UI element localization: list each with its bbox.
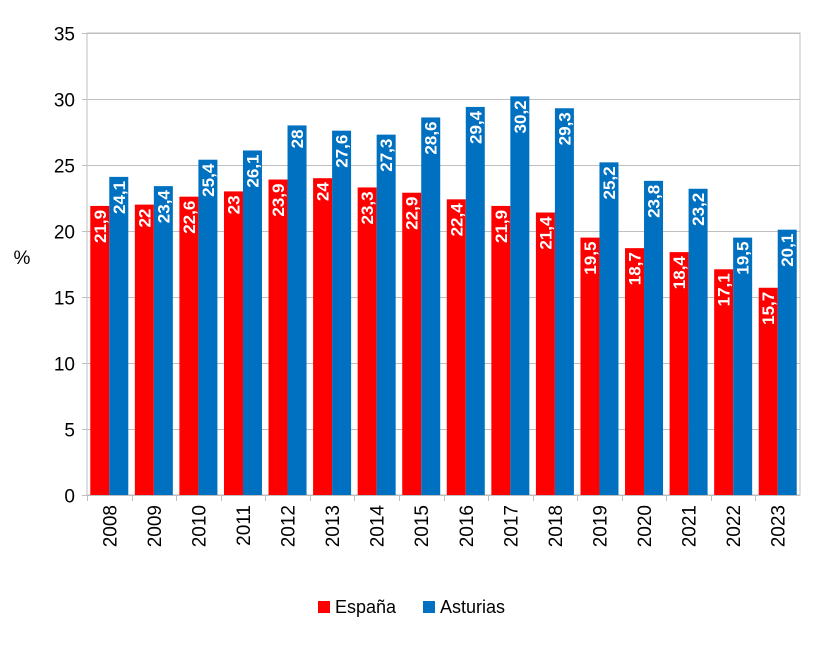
x-tick-label: 2016 — [457, 505, 478, 547]
y-tick-label: 25 — [54, 157, 75, 178]
x-tick-label: 2018 — [546, 505, 567, 547]
x-tick-label: 2020 — [635, 505, 656, 547]
legend-swatch-espana — [318, 601, 330, 613]
bar-espana — [535, 212, 555, 495]
legend-swatch-asturias — [423, 601, 435, 613]
y-tick-label: 20 — [54, 223, 75, 244]
y-tick-label: 35 — [54, 25, 75, 46]
bar-espana — [402, 192, 422, 495]
bar-asturias — [376, 134, 396, 495]
bar-asturias — [109, 176, 129, 495]
data-label: 29,4 — [466, 110, 485, 144]
bar-espana — [357, 187, 377, 495]
bar-espana — [90, 205, 110, 496]
y-tick-label: 30 — [54, 91, 75, 112]
bar-espana — [313, 178, 333, 495]
data-label: 21,4 — [536, 216, 555, 250]
x-tick-label: 2009 — [145, 505, 166, 547]
data-label: 23,4 — [154, 190, 173, 224]
bar-asturias — [688, 188, 708, 495]
x-tick-label: 2011 — [234, 505, 255, 546]
y-tick-label: 0 — [64, 487, 75, 508]
bar-asturias — [644, 180, 664, 495]
bar-asturias — [510, 96, 530, 496]
data-label: 28 — [288, 129, 307, 148]
data-label: 22,4 — [447, 203, 466, 237]
data-label: 25,4 — [199, 163, 218, 197]
data-label: 22 — [135, 209, 154, 228]
data-label: 24 — [314, 182, 333, 201]
data-label: 21,9 — [91, 210, 110, 243]
data-label: 19,5 — [734, 242, 753, 275]
y-tick-label: 5 — [64, 421, 75, 442]
data-label: 24,1 — [110, 181, 129, 214]
x-tick-label: 2022 — [724, 505, 745, 547]
bar-asturias — [599, 162, 619, 496]
bar-espana — [714, 269, 734, 495]
data-label: 22,6 — [180, 201, 199, 234]
bar-espana — [179, 196, 199, 495]
bar-asturias — [198, 159, 218, 495]
bar-espana — [669, 252, 689, 495]
data-label: 18,7 — [626, 252, 645, 285]
data-label: 23,2 — [689, 193, 708, 226]
data-label: 30,2 — [511, 100, 530, 133]
data-label: 23,8 — [645, 185, 664, 218]
bar-asturias — [287, 125, 307, 496]
bar-espana — [758, 287, 778, 495]
data-label: 23,9 — [269, 184, 288, 217]
bar-espana — [446, 199, 466, 495]
legend-label-asturias: Asturias — [440, 597, 505, 617]
bars: 21,924,122 23,4 22,625,42326,123,9282427,6… — [90, 96, 797, 496]
data-label: 19,5 — [581, 242, 600, 275]
x-tick-label: 2013 — [323, 505, 344, 547]
data-label: 15,7 — [759, 292, 778, 325]
data-label: 18,4 — [670, 256, 689, 290]
bar-asturias — [242, 150, 262, 496]
legend: España Asturias — [318, 597, 505, 617]
y-tick-label: 15 — [54, 289, 75, 310]
x-tick-label: 2023 — [769, 505, 790, 547]
bar-espana — [223, 191, 243, 495]
x-tick-label: 2010 — [189, 505, 210, 547]
bar-espana — [134, 204, 154, 495]
x-axis-ticks: 2008 2009 2010 2011 2012 2013 2014 2015 2016 2017… — [100, 505, 789, 548]
y-tick-label: 10 — [54, 355, 75, 376]
bar-espana — [625, 248, 645, 495]
x-tick-label: 2021 — [680, 505, 701, 547]
data-label: 28,6 — [422, 121, 441, 154]
data-label: 25,2 — [600, 166, 619, 199]
bar-espana — [491, 205, 511, 496]
x-tick-label: 2008 — [100, 505, 121, 547]
data-label: 23,3 — [358, 191, 377, 224]
data-label: 17,1 — [715, 273, 734, 306]
data-label: 29,3 — [555, 112, 574, 145]
bar-asturias — [153, 186, 173, 495]
data-label: 23 — [224, 195, 243, 214]
bar-asturias — [332, 130, 352, 495]
legend-label-espana: España — [335, 597, 397, 617]
bar-asturias — [465, 106, 485, 496]
x-tick-label: 2015 — [412, 505, 433, 547]
data-label: 26,1 — [243, 154, 262, 187]
bar-espana — [580, 237, 600, 495]
bar-espana — [268, 179, 288, 495]
y-axis-label: % — [14, 248, 31, 269]
x-tick-label: 2019 — [590, 505, 611, 547]
bar-asturias — [421, 117, 441, 495]
data-label: 21,9 — [492, 210, 511, 243]
data-label: 27,3 — [377, 139, 396, 172]
bar-asturias — [777, 229, 797, 495]
data-label: 22,9 — [403, 197, 422, 230]
x-tick-label: 2017 — [501, 505, 522, 547]
bar-asturias — [733, 237, 753, 495]
data-label: 27,6 — [333, 135, 352, 168]
data-label: 20,1 — [778, 234, 797, 267]
bar-asturias — [554, 108, 574, 496]
x-tick-label: 2014 — [368, 505, 389, 548]
x-tick-label: 2012 — [279, 505, 300, 547]
y-axis-ticks: 0 5 10 15 20 25 30 35 — [54, 25, 75, 508]
